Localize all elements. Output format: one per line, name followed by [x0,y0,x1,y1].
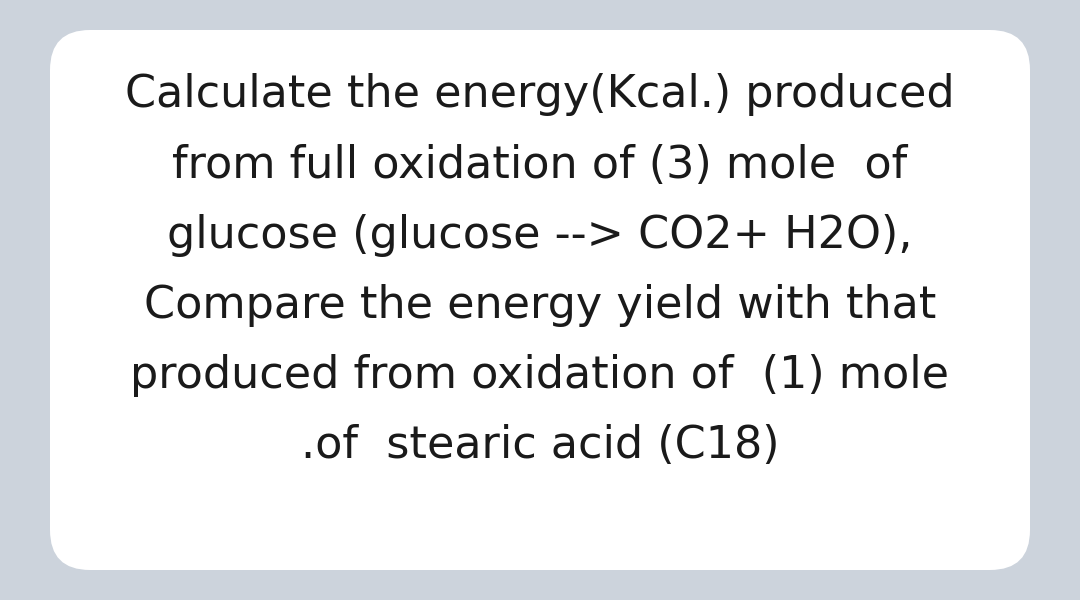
Text: Compare the energy yield with that: Compare the energy yield with that [144,284,936,327]
Text: glucose (glucose --> CO2+ H2O),: glucose (glucose --> CO2+ H2O), [167,214,913,257]
Text: Calculate the energy(Kcal.) produced: Calculate the energy(Kcal.) produced [125,73,955,116]
FancyBboxPatch shape [50,30,1030,570]
Text: from full oxidation of (3) mole  of: from full oxidation of (3) mole of [173,143,907,187]
Text: .of  stearic acid (C18): .of stearic acid (C18) [300,424,780,467]
Text: produced from oxidation of  (1) mole: produced from oxidation of (1) mole [131,354,949,397]
